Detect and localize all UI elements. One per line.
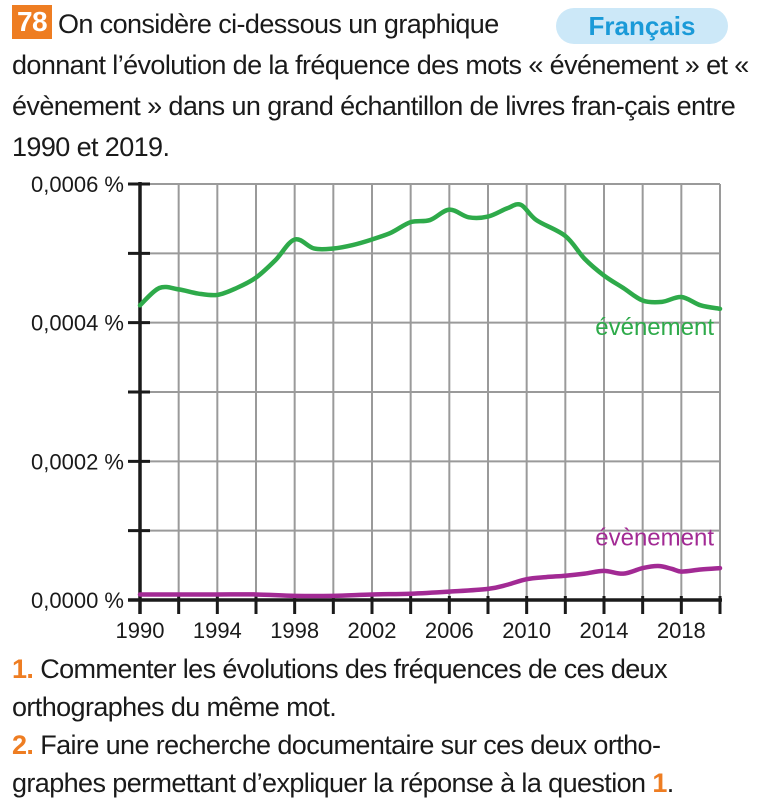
questions: 1. Commenter les évolutions des fréquenc… — [12, 650, 752, 802]
question-2-ref: 1 — [652, 768, 667, 798]
question-2-text: Faire une recherche documentaire sur ces… — [12, 730, 661, 798]
x-tick-label: 1990 — [116, 618, 165, 643]
series-line-evenement-grave — [137, 563, 723, 599]
y-tick-label: 0,0000 % — [31, 588, 124, 613]
question-1-number: 1. — [12, 654, 34, 684]
question-1: 1. Commenter les évolutions des fréquenc… — [12, 650, 752, 726]
x-tick-label: 2014 — [580, 618, 629, 643]
intro-rest: donnant l’évolution de la fréquence des … — [12, 50, 749, 162]
axes — [128, 182, 722, 614]
x-tick-label: 2010 — [502, 618, 551, 643]
y-tick-label: 0,0002 % — [31, 449, 124, 474]
series-lines — [137, 201, 723, 599]
question-2-end: . — [666, 768, 674, 798]
question-2-number: 2. — [12, 730, 34, 760]
y-tick-label: 0,0004 % — [31, 311, 124, 336]
intro-line-1: On considère ci-dessous un graphique — [57, 9, 499, 39]
exercise-number-badge: 78 — [12, 5, 52, 39]
question-1-text: Commenter les évolutions des fréquences … — [12, 654, 668, 722]
x-tick-label: 2018 — [657, 618, 706, 643]
y-tick-label: 0,0006 % — [31, 172, 124, 197]
grid — [140, 183, 721, 600]
x-tick-label: 1994 — [193, 618, 242, 643]
exercise-statement: 78 On considère ci-dessous un graphique d… — [12, 4, 752, 168]
label-evenement-acute: événement — [595, 314, 714, 341]
subject-pill: Français — [556, 8, 728, 44]
frequency-line-chart: 0,0000 % 0,0002 % 0,0004 % 0,0006 % 1990 1994… — [31, 172, 723, 643]
tick-labels: 0,0000 % 0,0002 % 0,0004 % 0,0006 % 1990 1994… — [31, 172, 706, 643]
label-evenement-grave: évènement — [595, 525, 714, 552]
x-tick-label: 2002 — [348, 618, 397, 643]
question-2: 2. Faire une recherche documentaire sur … — [12, 726, 752, 802]
x-tick-label: 2006 — [425, 618, 474, 643]
x-tick-label: 1998 — [270, 618, 319, 643]
line-annotations: événement évènement — [595, 314, 714, 551]
series-line-evenement-acute — [137, 201, 723, 312]
